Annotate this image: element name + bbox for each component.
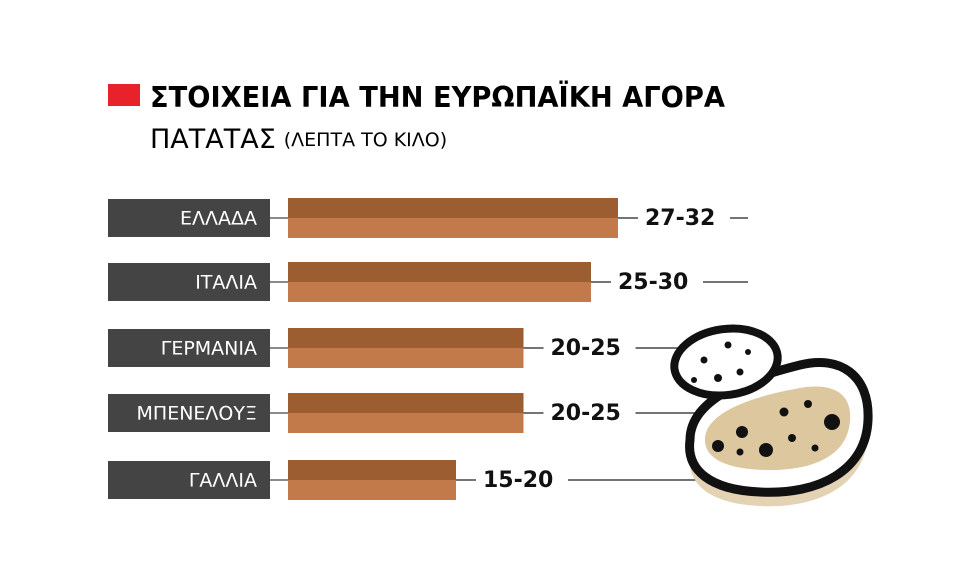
bar-top bbox=[288, 393, 524, 413]
bar-top bbox=[288, 262, 591, 282]
unit: (ΛΕΠΤΑ ΤΟ ΚΙΛΟ) bbox=[284, 129, 447, 151]
category-label: ΜΠΕΝΕΛΟΥΞ bbox=[137, 403, 257, 425]
category-label: ΙΤΑΛΙΑ bbox=[195, 272, 257, 294]
bar-top bbox=[288, 460, 456, 480]
bar-top bbox=[288, 198, 618, 218]
category-box bbox=[108, 394, 270, 432]
value-label: 20-25 bbox=[551, 401, 621, 426]
bar-top bbox=[288, 328, 524, 348]
value-label: 15-20 bbox=[483, 468, 553, 493]
bar-bottom bbox=[288, 413, 524, 433]
category-box bbox=[108, 461, 270, 499]
bar-bottom bbox=[288, 218, 618, 238]
category-box bbox=[108, 329, 270, 367]
category-label: ΓΕΡΜΑΝΙΑ bbox=[161, 338, 257, 360]
potato-icon bbox=[670, 324, 873, 507]
bar-bottom bbox=[288, 348, 524, 368]
category-box bbox=[108, 263, 270, 301]
title-marker bbox=[108, 84, 140, 106]
value-label: 25-30 bbox=[618, 270, 688, 295]
bar-bottom bbox=[288, 480, 456, 500]
subtitle: ΠΑΤΑΤΑΣ bbox=[150, 124, 276, 155]
plot: ΕΛΛΑΔΑ 27-32 ΙΤΑΛΙΑ 25-30 ΓΕΡΜΑΝΙΑ 20-25 ΜΠΕΝΕ… bbox=[108, 198, 748, 500]
category-box bbox=[108, 199, 270, 237]
category-label: ΓΑΛΛΙΑ bbox=[189, 470, 257, 492]
value-label: 20-25 bbox=[551, 336, 621, 361]
chart-title: ΣΤΟΙΧΕΙΑ ΓΙΑ ΤΗΝ ΕΥΡΩΠΑΪΚΗ ΑΓΟΡΑ bbox=[150, 80, 725, 114]
category-label: ΕΛΛΑΔΑ bbox=[180, 208, 257, 230]
bar-bottom bbox=[288, 282, 591, 302]
chart-subtitle: ΠΑΤΑΤΑΣ (ΛΕΠΤΑ ΤΟ ΚΙΛΟ) bbox=[150, 124, 447, 155]
value-label: 27-32 bbox=[645, 206, 715, 231]
